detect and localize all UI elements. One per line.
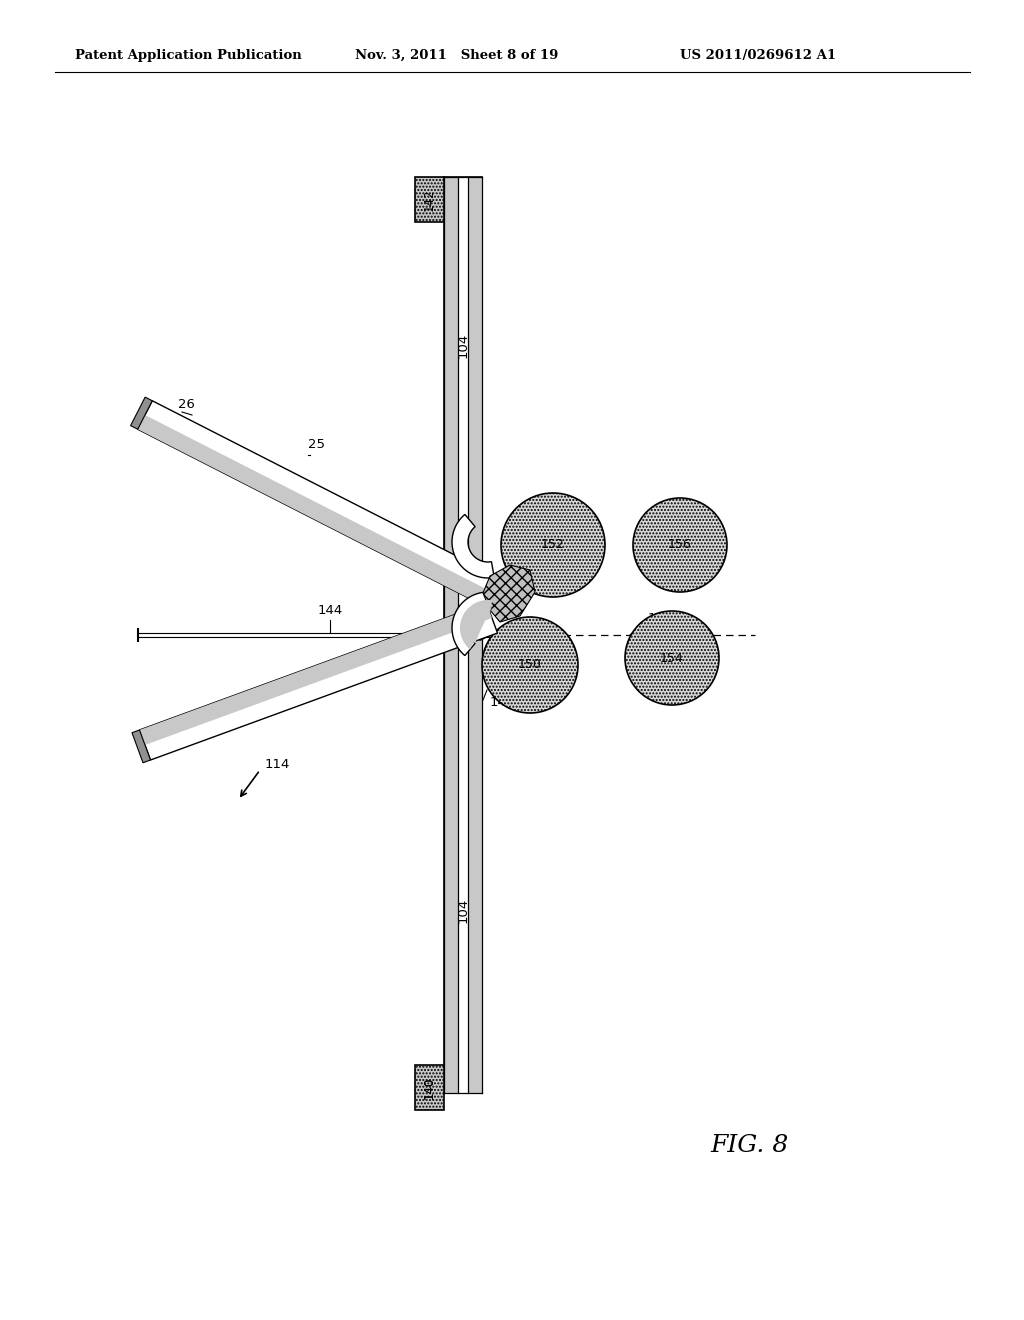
Polygon shape	[131, 397, 153, 429]
Bar	[444, 177, 482, 1093]
Polygon shape	[452, 591, 495, 656]
Text: 140: 140	[423, 1076, 436, 1098]
Text: 152: 152	[541, 539, 565, 552]
Text: 122: 122	[648, 611, 674, 624]
Text: 146: 146	[490, 696, 515, 709]
Text: 104: 104	[457, 333, 469, 358]
Circle shape	[501, 492, 605, 597]
Text: 25: 25	[308, 438, 325, 451]
Text: 144: 144	[317, 603, 343, 616]
Text: Nov. 3, 2011   Sheet 8 of 19: Nov. 3, 2011 Sheet 8 of 19	[355, 49, 558, 62]
Text: 140: 140	[423, 1076, 436, 1098]
Text: FIG. 8: FIG. 8	[711, 1134, 790, 1156]
Polygon shape	[139, 603, 498, 760]
Text: 104: 104	[457, 898, 469, 923]
Polygon shape	[460, 601, 493, 649]
Text: 156: 156	[668, 539, 692, 552]
Bar	[415, 177, 444, 222]
Polygon shape	[452, 515, 495, 578]
Polygon shape	[138, 401, 500, 606]
Text: 154: 154	[660, 652, 684, 664]
Polygon shape	[483, 565, 535, 622]
Polygon shape	[139, 603, 492, 744]
Text: 142: 142	[423, 189, 436, 211]
Bar	[415, 1065, 444, 1110]
Bar	[444, 177, 458, 1093]
Text: US 2011/0269612 A1: US 2011/0269612 A1	[680, 49, 837, 62]
Polygon shape	[138, 414, 492, 606]
Text: 26: 26	[178, 399, 195, 412]
Circle shape	[482, 616, 578, 713]
Circle shape	[633, 498, 727, 591]
Bar	[468, 177, 482, 1093]
Bar	[458, 177, 468, 1093]
Text: Patent Application Publication: Patent Application Publication	[75, 49, 302, 62]
Text: 150: 150	[518, 659, 542, 672]
Circle shape	[625, 611, 719, 705]
Polygon shape	[132, 730, 151, 763]
Text: 114: 114	[265, 759, 291, 771]
